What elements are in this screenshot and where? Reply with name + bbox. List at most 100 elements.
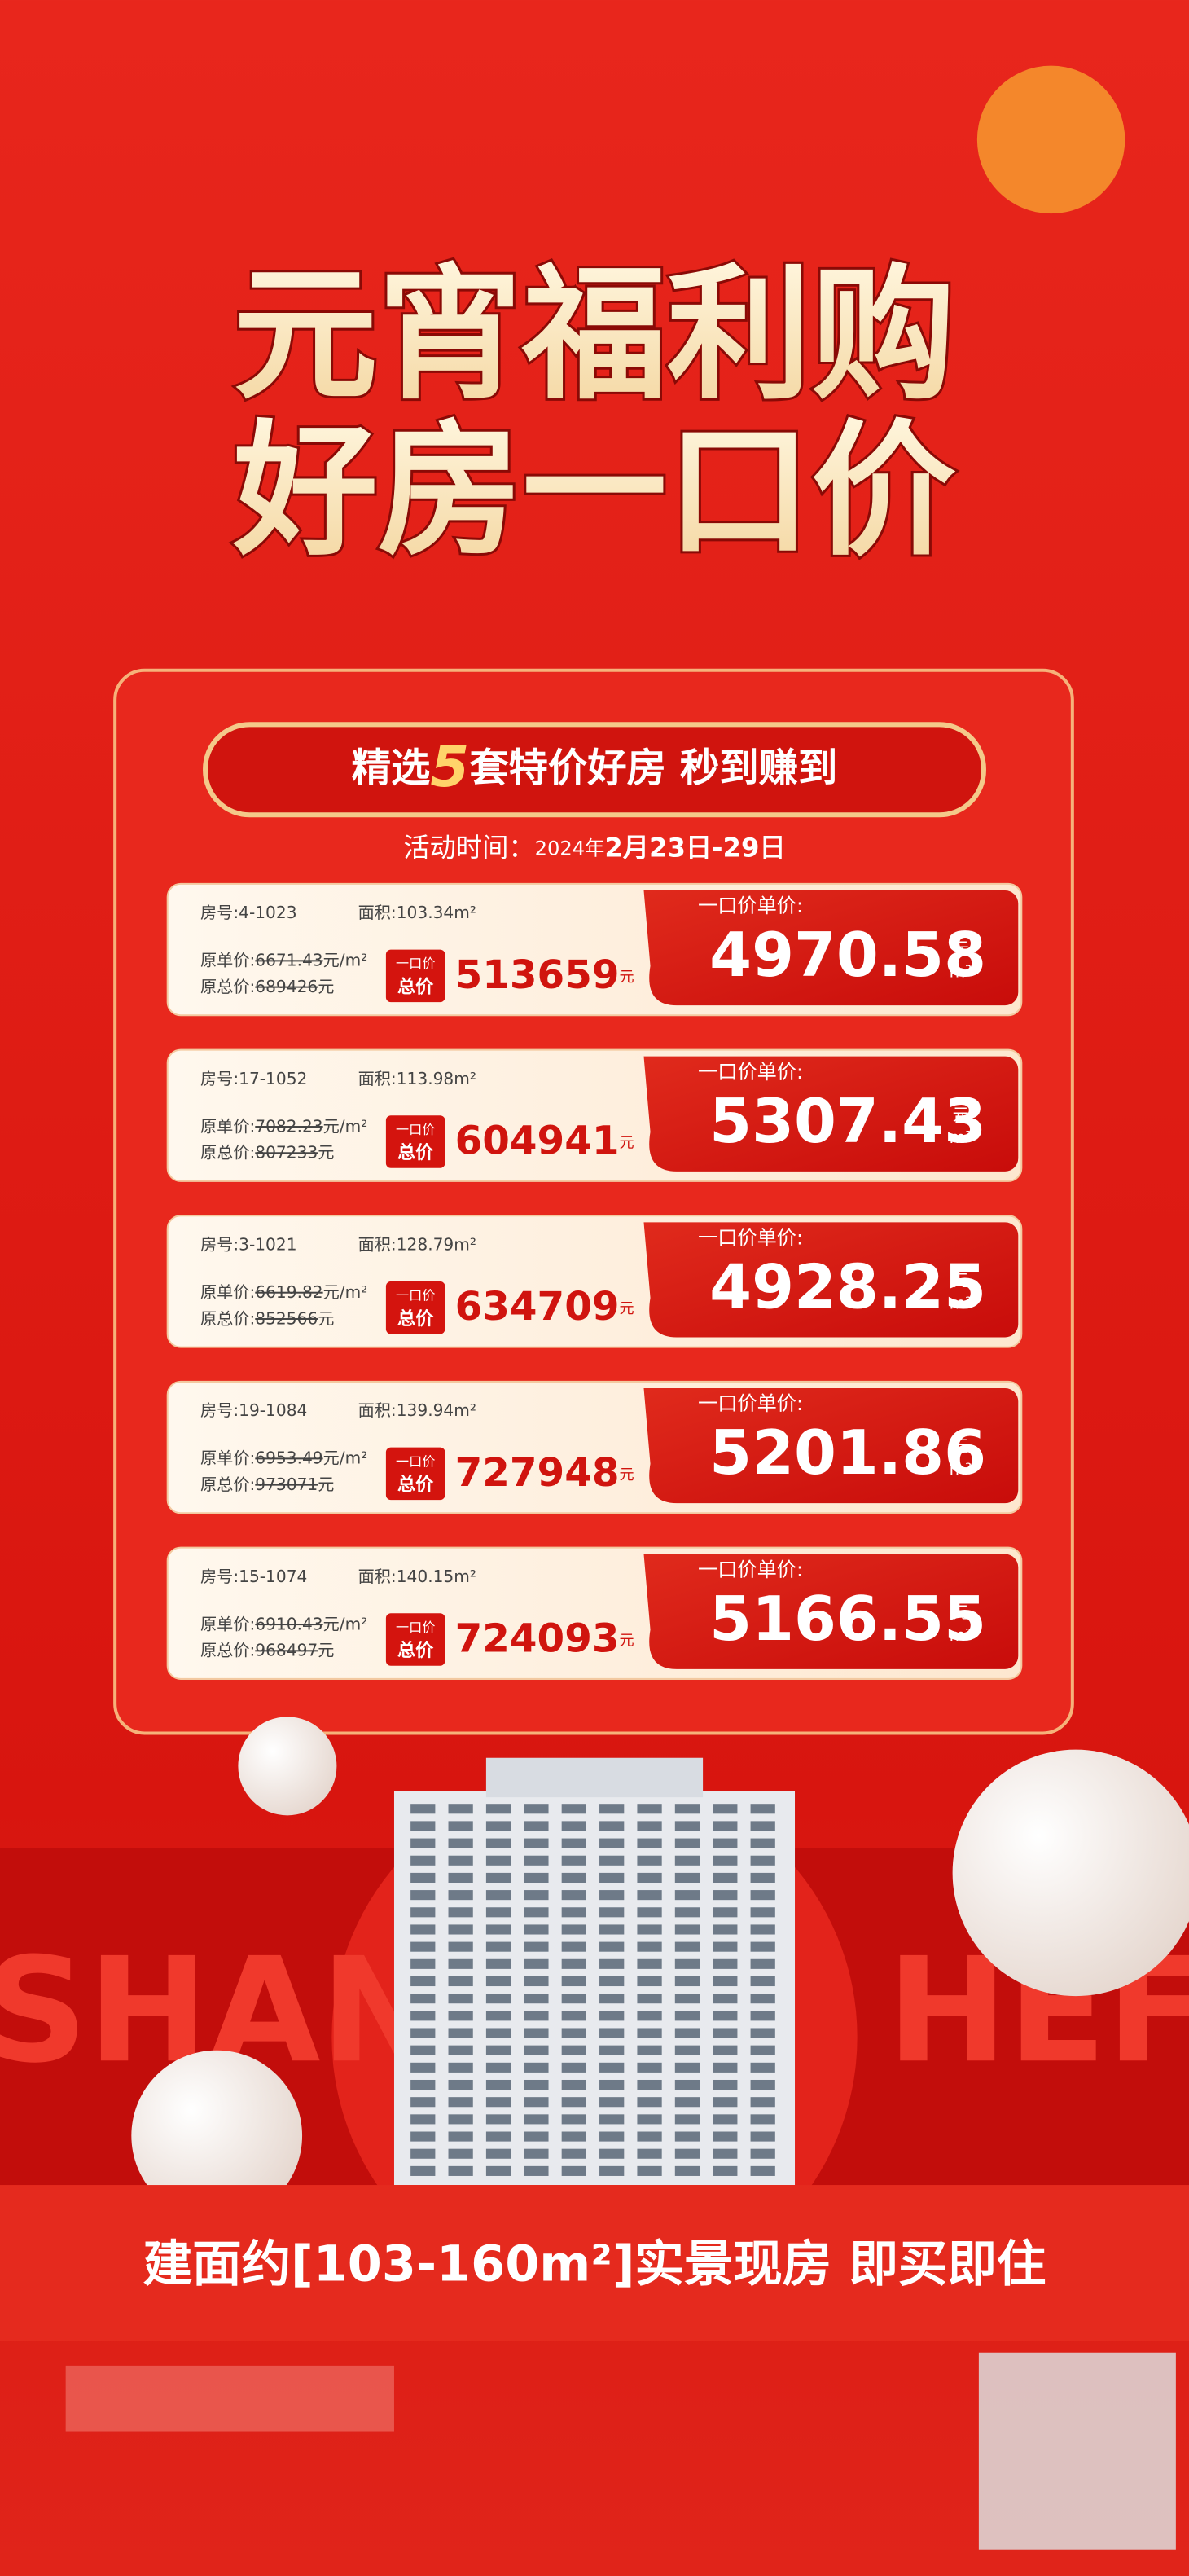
window	[485, 1890, 511, 1901]
unit-price: 5166.55	[709, 1584, 986, 1655]
window	[713, 2097, 738, 2108]
area-label: 面积:	[358, 1400, 397, 1420]
window	[561, 2011, 586, 2021]
unit: 元	[620, 969, 634, 986]
window	[561, 2062, 586, 2073]
unit-price: 5201.86	[709, 1418, 986, 1488]
room: 4-1023	[239, 903, 296, 922]
window	[485, 1821, 511, 1831]
total: 727948	[455, 1450, 620, 1496]
ball	[238, 1717, 337, 1816]
orig-unit-label: 原单价:	[200, 1614, 255, 1633]
activity-year: 2024年	[535, 837, 605, 860]
unit: 元/m²	[323, 1448, 368, 1467]
window	[713, 2011, 738, 2021]
unit: 元/m²	[323, 1614, 368, 1633]
window	[637, 1907, 662, 1918]
tag-bottom: 总价	[397, 1308, 434, 1330]
window	[713, 1941, 738, 1952]
unit: 元	[620, 1300, 634, 1317]
window	[448, 1941, 473, 1952]
window	[713, 1924, 738, 1935]
window	[485, 1958, 511, 1969]
orig-unit: 7082.23	[255, 1116, 322, 1136]
window	[485, 1941, 511, 1952]
window	[410, 2011, 436, 2021]
room-line: 房号:4-1023	[200, 903, 297, 922]
tag-bg	[385, 1447, 445, 1501]
total-line: 724093元	[455, 1616, 634, 1662]
window	[637, 1890, 662, 1901]
window	[448, 1821, 473, 1831]
orig-unit-line: 原单价:7082.23元/m²	[200, 1116, 367, 1136]
orig-unit-line: 原单价:6671.43元/m²	[200, 950, 367, 969]
window	[561, 1838, 586, 1848]
window	[485, 1804, 511, 1814]
window	[410, 1890, 436, 1901]
window	[524, 2097, 549, 2108]
area-label: 面积:	[358, 1068, 397, 1088]
unit: m²	[950, 1625, 972, 1645]
window	[637, 1994, 662, 2004]
window	[750, 2028, 775, 2038]
window	[410, 2097, 436, 2108]
window	[410, 1976, 436, 1987]
window	[750, 1804, 775, 1814]
unit: 元	[620, 1466, 634, 1484]
window	[713, 1855, 738, 1866]
window	[674, 2165, 700, 2176]
window	[750, 1958, 775, 1969]
window	[485, 1924, 511, 1935]
window	[561, 1958, 586, 1969]
unit-price-label: 一口价单价:	[698, 1227, 803, 1250]
window	[448, 2028, 473, 2038]
window	[674, 1838, 700, 1848]
orig-total-label: 原总价:	[200, 976, 255, 996]
window	[750, 1890, 775, 1901]
orig-total: 852566	[255, 1308, 318, 1328]
window	[637, 1838, 662, 1848]
window	[713, 2131, 738, 2142]
unit: 元	[953, 1602, 969, 1622]
window	[637, 2028, 662, 2038]
window	[674, 1958, 700, 1969]
window	[524, 1821, 549, 1831]
window	[637, 2045, 662, 2055]
window	[524, 1924, 549, 1935]
window	[485, 2114, 511, 2125]
unit-price: 4970.58	[709, 920, 986, 991]
window	[561, 1855, 586, 1866]
window	[599, 1958, 625, 1969]
window	[599, 1941, 625, 1952]
window	[524, 1941, 549, 1952]
window	[750, 1821, 775, 1831]
window	[750, 1838, 775, 1848]
window	[674, 2079, 700, 2090]
window	[599, 2148, 625, 2159]
window	[524, 2011, 549, 2021]
orig-total-line: 原总价:973071元	[200, 1474, 334, 1493]
unit: 元	[620, 1633, 634, 1650]
activity: 活动时间：2024年2月23日-29日	[403, 833, 785, 864]
total-line: 727948元	[455, 1450, 634, 1496]
window	[561, 1924, 586, 1935]
window	[448, 2062, 473, 2073]
window	[448, 2131, 473, 2142]
window	[637, 1924, 662, 1935]
window	[637, 1958, 662, 1969]
window	[713, 1890, 738, 1901]
window	[448, 2045, 473, 2055]
window	[448, 2011, 473, 2021]
window	[750, 1924, 775, 1935]
window	[410, 2045, 436, 2055]
window	[561, 2114, 586, 2125]
orig-total: 968497	[255, 1640, 318, 1659]
window	[599, 2131, 625, 2142]
qr-code	[978, 2352, 1176, 2550]
window	[410, 1804, 436, 1814]
room-line: 房号:15-1074	[200, 1566, 307, 1585]
window	[674, 2028, 700, 2038]
window	[713, 1958, 738, 1969]
window	[637, 2131, 662, 2142]
window	[713, 1872, 738, 1883]
